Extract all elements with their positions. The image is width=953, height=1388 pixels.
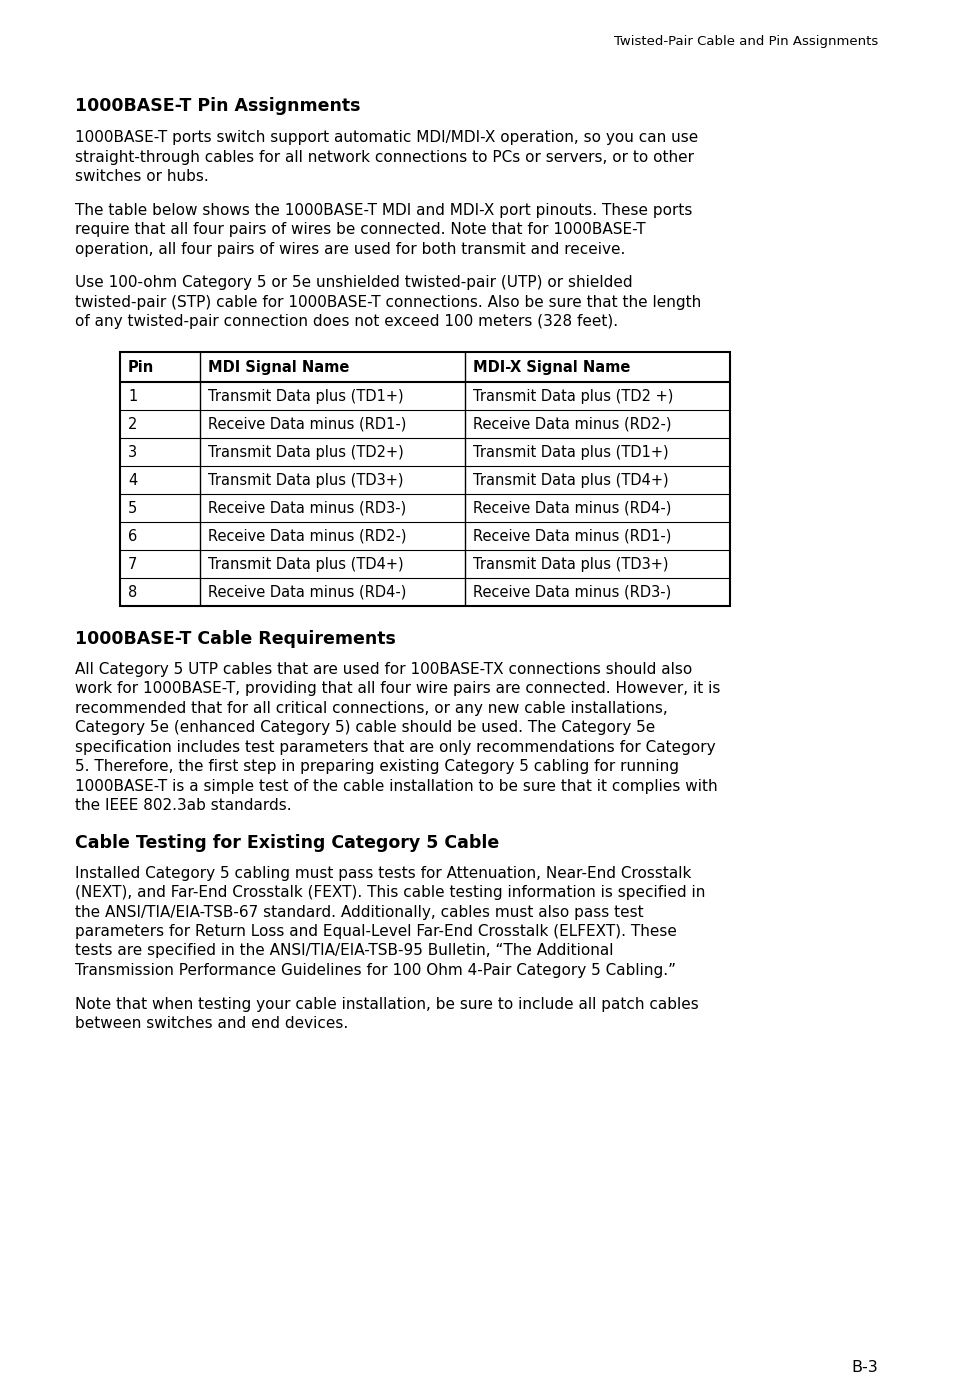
Text: Receive Data minus (RD1-): Receive Data minus (RD1-) [208,416,406,432]
Text: 3: 3 [128,444,137,459]
Text: 8: 8 [128,584,137,600]
Text: (NEXT), and Far-End Crosstalk (FEXT). This cable testing information is specifie: (NEXT), and Far-End Crosstalk (FEXT). Th… [75,886,704,899]
Text: 1000BASE-T Cable Requirements: 1000BASE-T Cable Requirements [75,630,395,647]
Text: Transmit Data plus (TD1+): Transmit Data plus (TD1+) [208,389,403,404]
Text: MDI-X Signal Name: MDI-X Signal Name [473,359,630,375]
Text: tests are specified in the ANSI/TIA/EIA-TSB-95 Bulletin, “The Additional: tests are specified in the ANSI/TIA/EIA-… [75,944,613,959]
Text: Receive Data minus (RD1-): Receive Data minus (RD1-) [473,529,671,544]
Text: between switches and end devices.: between switches and end devices. [75,1016,348,1031]
Text: Transmit Data plus (TD3+): Transmit Data plus (TD3+) [473,557,668,572]
Text: 4: 4 [128,472,137,487]
Text: MDI Signal Name: MDI Signal Name [208,359,349,375]
Text: 1000BASE-T Pin Assignments: 1000BASE-T Pin Assignments [75,97,360,115]
Text: The table below shows the 1000BASE-T MDI and MDI-X port pinouts. These ports: The table below shows the 1000BASE-T MDI… [75,203,692,218]
Text: 1: 1 [128,389,137,404]
Text: work for 1000BASE-T, providing that all four wire pairs are connected. However, : work for 1000BASE-T, providing that all … [75,682,720,695]
Text: Receive Data minus (RD2-): Receive Data minus (RD2-) [208,529,406,544]
Text: 5. Therefore, the first step in preparing existing Category 5 cabling for runnin: 5. Therefore, the first step in preparin… [75,759,679,775]
Text: Installed Category 5 cabling must pass tests for Attenuation, Near-End Crosstalk: Installed Category 5 cabling must pass t… [75,866,691,880]
Bar [120,351,729,605]
Text: 5: 5 [128,501,137,515]
Text: operation, all four pairs of wires are used for both transmit and receive.: operation, all four pairs of wires are u… [75,242,625,257]
Text: 2: 2 [128,416,137,432]
Text: Transmit Data plus (TD2 +): Transmit Data plus (TD2 +) [473,389,673,404]
Text: switches or hubs.: switches or hubs. [75,169,209,185]
Text: straight-through cables for all network connections to PCs or servers, or to oth: straight-through cables for all network … [75,150,693,165]
Text: Twisted-Pair Cable and Pin Assignments: Twisted-Pair Cable and Pin Assignments [613,35,877,49]
Text: Receive Data minus (RD4-): Receive Data minus (RD4-) [208,584,406,600]
Text: Note that when testing your cable installation, be sure to include all patch cab: Note that when testing your cable instal… [75,997,698,1012]
Text: the IEEE 802.3ab standards.: the IEEE 802.3ab standards. [75,798,292,813]
Text: twisted-pair (STP) cable for 1000BASE-T connections. Also be sure that the lengt: twisted-pair (STP) cable for 1000BASE-T … [75,294,700,310]
Text: Receive Data minus (RD2-): Receive Data minus (RD2-) [473,416,671,432]
Text: Transmit Data plus (TD3+): Transmit Data plus (TD3+) [208,472,403,487]
Text: 6: 6 [128,529,137,544]
Text: Receive Data minus (RD3-): Receive Data minus (RD3-) [473,584,671,600]
Text: Receive Data minus (RD4-): Receive Data minus (RD4-) [473,501,671,515]
Text: 1000BASE-T is a simple test of the cable installation to be sure that it complie: 1000BASE-T is a simple test of the cable… [75,779,717,794]
Text: recommended that for all critical connections, or any new cable installations,: recommended that for all critical connec… [75,701,667,715]
Text: parameters for Return Loss and Equal-Level Far-End Crosstalk (ELFEXT). These: parameters for Return Loss and Equal-Lev… [75,924,677,940]
Text: All Category 5 UTP cables that are used for 100BASE-TX connections should also: All Category 5 UTP cables that are used … [75,662,692,676]
Text: Cable Testing for Existing Category 5 Cable: Cable Testing for Existing Category 5 Ca… [75,834,498,851]
Text: Transmit Data plus (TD1+): Transmit Data plus (TD1+) [473,444,668,459]
Text: Use 100-ohm Category 5 or 5e unshielded twisted-pair (UTP) or shielded: Use 100-ohm Category 5 or 5e unshielded … [75,275,632,290]
Text: Category 5e (enhanced Category 5) cable should be used. The Category 5e: Category 5e (enhanced Category 5) cable … [75,720,655,736]
Text: Transmit Data plus (TD2+): Transmit Data plus (TD2+) [208,444,403,459]
Text: Transmit Data plus (TD4+): Transmit Data plus (TD4+) [473,472,668,487]
Text: Receive Data minus (RD3-): Receive Data minus (RD3-) [208,501,406,515]
Text: require that all four pairs of wires be connected. Note that for 1000BASE-T: require that all four pairs of wires be … [75,222,645,237]
Text: Transmit Data plus (TD4+): Transmit Data plus (TD4+) [208,557,403,572]
Text: 1000BASE-T ports switch support automatic MDI/MDI-X operation, so you can use: 1000BASE-T ports switch support automati… [75,130,698,144]
Text: the ANSI/TIA/EIA-TSB-67 standard. Additionally, cables must also pass test: the ANSI/TIA/EIA-TSB-67 standard. Additi… [75,905,643,919]
Text: Transmission Performance Guidelines for 100 Ohm 4-Pair Category 5 Cabling.”: Transmission Performance Guidelines for … [75,963,676,979]
Text: 7: 7 [128,557,137,572]
Text: B-3: B-3 [850,1360,877,1376]
Text: specification includes test parameters that are only recommendations for Categor: specification includes test parameters t… [75,740,715,755]
Text: Pin: Pin [128,359,154,375]
Text: of any twisted-pair connection does not exceed 100 meters (328 feet).: of any twisted-pair connection does not … [75,314,618,329]
